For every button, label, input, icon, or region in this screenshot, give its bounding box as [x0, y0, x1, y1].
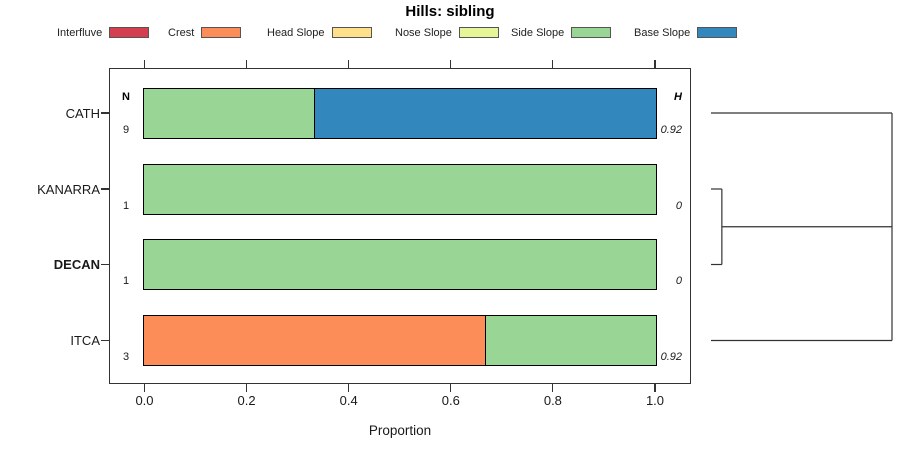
- legend-label: Side Slope: [511, 26, 565, 39]
- x-tick-top-0.6: [450, 60, 452, 68]
- row-label-kanarra: KANARRA: [37, 181, 100, 197]
- legend-label: Interfluve: [57, 26, 103, 39]
- x-tick-bottom-0.0: [143, 384, 146, 392]
- y-tick-cath: [101, 112, 109, 114]
- n-value-itca: 3: [122, 351, 130, 363]
- x-tick-top-1.0: [654, 60, 656, 68]
- side-slope-swatch-icon: [571, 27, 612, 38]
- x-tick-label-0.8: 0.8: [543, 393, 562, 408]
- x-tick-bottom-0.8: [552, 384, 554, 392]
- bar-cath: [142, 87, 657, 139]
- legend: Interfluve Crest Head Slope Nose Slope Side …: [0, 25, 900, 41]
- x-tick-bottom-1.0: [654, 384, 656, 392]
- legend-label: Base Slope: [634, 26, 691, 39]
- plot-area: [109, 68, 691, 384]
- x-tick-label-1.0: 1.0: [645, 393, 665, 408]
- h-value-decan: 0: [675, 275, 682, 287]
- legend-label: Head Slope: [267, 26, 325, 39]
- x-tick-label-0.2: 0.2: [237, 393, 256, 408]
- nose-slope-swatch-icon: [458, 27, 499, 38]
- h-column-header: H: [674, 91, 682, 103]
- n-value-decan: 1: [122, 275, 130, 287]
- bar-segment-kanarra-side-slope: [143, 164, 656, 214]
- chart-title: Hills: sibling: [405, 3, 495, 20]
- interfluve-swatch-icon: [109, 27, 150, 38]
- legend-label: Crest: [168, 26, 195, 39]
- bar-itca: [142, 315, 657, 366]
- legend-item-nose-slope: Nose Slope: [395, 25, 499, 40]
- x-tick-top-0.0: [143, 60, 146, 68]
- row-label-cath: CATH: [65, 105, 100, 121]
- bar-segment-cath-base-slope: [314, 88, 656, 138]
- base-slope-swatch-icon: [697, 27, 738, 38]
- n-column-header: N: [122, 91, 130, 103]
- legend-item-crest: Crest: [168, 25, 242, 40]
- bar-kanarra: [142, 163, 657, 215]
- y-tick-itca: [101, 339, 109, 342]
- x-tick-top-0.4: [348, 60, 350, 68]
- bar-segment-itca-crest: [143, 316, 486, 365]
- y-tick-kanarra: [101, 188, 109, 190]
- h-value-kanarra: 0: [675, 199, 682, 212]
- legend-item-side-slope: Side Slope: [511, 25, 612, 40]
- x-axis-title: Proportion: [368, 423, 432, 438]
- legend-item-base-slope: Base Slope: [634, 25, 738, 40]
- x-tick-bottom-0.2: [246, 384, 248, 392]
- head-slope-swatch-icon: [331, 27, 372, 38]
- x-tick-label-0.6: 0.6: [441, 393, 460, 408]
- bar-segment-cath-side-slope: [143, 88, 315, 138]
- n-value-cath: 9: [122, 123, 130, 136]
- row-label-decan: DECAN: [53, 257, 100, 272]
- x-tick-top-0.8: [552, 60, 554, 68]
- h-value-itca: 0.92: [660, 351, 682, 363]
- bar-decan: [142, 239, 657, 290]
- crest-swatch-icon: [201, 27, 242, 38]
- bar-segment-itca-side-slope: [485, 316, 656, 365]
- bar-segment-decan-side-slope: [143, 240, 656, 289]
- x-tick-bottom-0.4: [348, 384, 350, 392]
- x-tick-label-0.4: 0.4: [339, 393, 358, 408]
- legend-item-interfluve: Interfluve: [57, 25, 150, 40]
- y-tick-decan: [101, 263, 109, 266]
- row-label-itca: ITCA: [70, 333, 100, 348]
- x-tick-bottom-0.6: [450, 384, 452, 392]
- n-value-kanarra: 1: [122, 199, 130, 212]
- x-tick-top-0.2: [246, 60, 248, 68]
- legend-item-head-slope: Head Slope: [267, 25, 372, 40]
- x-tick-label-0.0: 0.0: [135, 393, 154, 408]
- legend-label: Nose Slope: [395, 26, 452, 39]
- h-value-cath: 0.92: [660, 123, 682, 136]
